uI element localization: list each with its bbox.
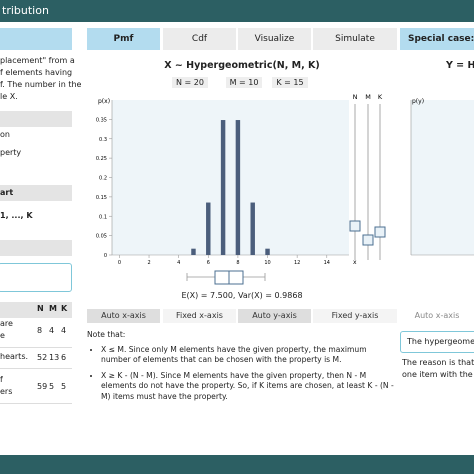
axis-button[interactable]: Auto x-axis — [87, 309, 160, 323]
y-axis-label: p(x) — [98, 98, 110, 105]
cell: 59 — [37, 382, 48, 391]
right-chart: p(y) — [410, 98, 474, 256]
row-divider — [0, 347, 72, 348]
intro-line: f. The number in the — [0, 80, 82, 89]
cell: 8 — [37, 326, 43, 335]
cell: 5 — [61, 382, 67, 391]
bar — [265, 248, 270, 255]
app-footer — [0, 455, 474, 474]
table-column: M — [49, 304, 57, 313]
x-tick-label: 12 — [294, 260, 300, 266]
bar — [235, 120, 241, 255]
x-tick-label: 8 — [236, 260, 239, 266]
tab[interactable]: Simulate — [313, 28, 397, 50]
y-tick-label: 0.1 — [99, 214, 107, 220]
y-tick-label: 0.2 — [99, 176, 107, 182]
section-bar — [0, 240, 72, 256]
table-column: K — [61, 304, 68, 313]
chart-title: X ~ Hypergeometric(N, M, K) — [164, 60, 320, 71]
tab[interactable]: Cdf — [163, 28, 236, 50]
x-tick-label: 14 — [324, 260, 330, 266]
param: M = 10 — [226, 77, 262, 88]
slider-label: K — [378, 93, 383, 101]
y-tick-label: 0.05 — [96, 234, 107, 240]
table-header — [0, 302, 72, 318]
cell: 4 — [49, 326, 55, 335]
table-column: N — [37, 304, 44, 313]
y-tick-label: 0.25 — [96, 156, 107, 162]
slider-label: N — [353, 93, 358, 101]
y-axis-label: p(y) — [412, 98, 424, 105]
bar — [250, 202, 255, 255]
cell: 4 — [61, 326, 67, 335]
x-tick-label: 0 — [118, 260, 121, 266]
section-bar — [0, 111, 72, 127]
intro-line: placement" from a — [0, 56, 75, 65]
input-box[interactable]: The hypergeometric — [400, 331, 474, 353]
option-item[interactable]: on — [0, 130, 10, 139]
row-label: f — [0, 375, 3, 384]
x-axis-label: x — [353, 259, 357, 266]
bar — [206, 202, 211, 255]
axis-button[interactable]: Fixed x-axis — [163, 309, 236, 323]
right-text: one item with the p — [402, 370, 474, 379]
axis-button[interactable]: Fixed y-axis — [313, 309, 397, 323]
note: Note that: X ≤ M. Since only M elements … — [87, 330, 397, 407]
row-label: are — [0, 319, 13, 328]
row-divider — [0, 403, 72, 404]
row-divider — [0, 368, 72, 369]
app-header: tribution — [0, 0, 474, 22]
y-tick-label: 0 — [104, 253, 107, 259]
summary: E(X) = 7.500, Var(X) = 0.9868 — [181, 291, 303, 300]
plot-area — [411, 100, 474, 255]
cell: 5 — [49, 382, 55, 391]
slider-handle — [374, 226, 386, 238]
slider-handle — [362, 234, 374, 246]
bar — [191, 248, 196, 255]
param: K = 15 — [272, 77, 308, 88]
tab[interactable]: Pmf — [87, 28, 160, 50]
cell: 6 — [61, 353, 67, 362]
cell: 13 — [49, 353, 60, 362]
note-list: X ≤ M. Since only M elements have the gi… — [87, 345, 397, 403]
x-tick-label: 10 — [264, 260, 270, 266]
row-label: ers — [0, 387, 13, 396]
x-tick-label: 6 — [207, 260, 210, 266]
left-tab[interactable] — [0, 28, 72, 50]
param: N = 20 — [172, 77, 208, 88]
y-tick-label: 0.35 — [96, 117, 107, 123]
slider-handle — [349, 220, 361, 232]
section-title: art — [0, 188, 14, 197]
row-label: hearts. — [0, 352, 29, 361]
right-text: The reason is that, if — [402, 358, 474, 367]
axis-button[interactable]: Auto y-axis — [238, 309, 311, 323]
row-label: e — [0, 331, 5, 340]
y-tick-label: 0.3 — [99, 137, 107, 143]
x-tick-label: 2 — [147, 260, 150, 266]
note-bullet: X ≤ M. Since only M elements have the gi… — [101, 345, 397, 366]
slider-label: M — [365, 93, 371, 101]
input-box[interactable] — [0, 263, 72, 292]
chart: 0 0.05 0.1 0.15 0.2 0.25 0.3 0.35 0 2 4 6 8 10 12 14 p(x… — [96, 93, 386, 285]
right-chart-title: Y = H — [446, 60, 474, 71]
range-text: 1, ..., K — [0, 211, 33, 220]
y-tick-label: 0.15 — [96, 195, 107, 201]
plot-area — [112, 100, 349, 255]
note-bullet: X ≥ K - (N - M). Since M elements have t… — [101, 371, 397, 403]
intro-line: le X. — [0, 92, 18, 101]
section-bar: art — [0, 185, 72, 201]
axis-button[interactable]: Auto x-axis — [400, 309, 474, 323]
tab[interactable]: Visualize — [238, 28, 311, 50]
intro-line: f elements having — [0, 68, 73, 77]
option-item[interactable]: perty — [0, 148, 22, 157]
bar — [220, 120, 226, 255]
app-title: tribution — [2, 4, 49, 17]
x-tick-label: 4 — [177, 260, 180, 266]
note-title: Note that: — [87, 330, 126, 339]
cell: 52 — [37, 353, 48, 362]
special-tab[interactable]: Special case: B — [400, 28, 474, 50]
